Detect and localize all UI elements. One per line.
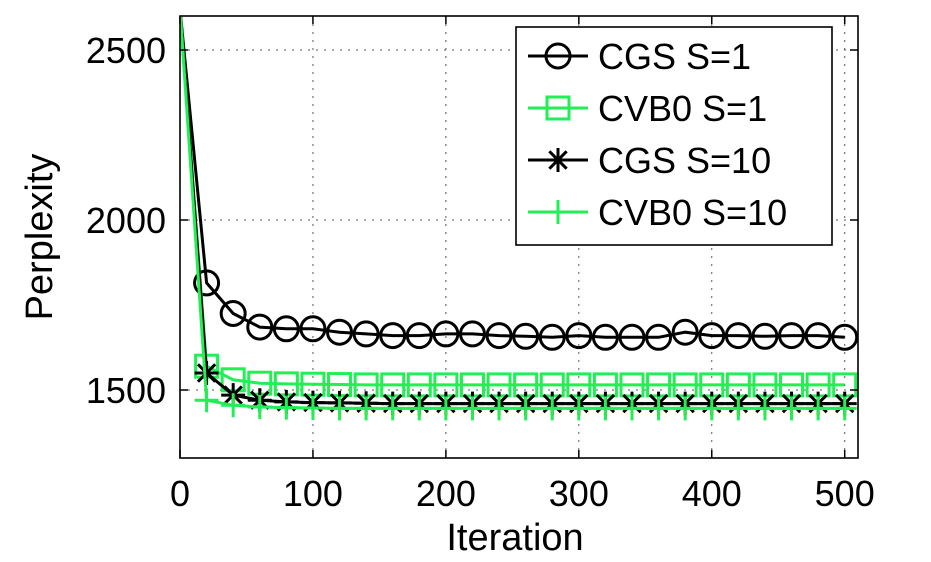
data-point-marker [671, 318, 699, 346]
data-point-marker [831, 323, 858, 351]
data-point-marker [327, 396, 352, 421]
y-tick-label: 2000 [86, 200, 166, 241]
data-point-marker [194, 388, 219, 413]
series-layer [180, 16, 858, 421]
data-point-marker [832, 396, 857, 421]
data-point-marker [593, 396, 618, 421]
data-point-marker [699, 396, 724, 421]
data-point-marker [540, 396, 565, 421]
series-cgs-s-1 [180, 16, 858, 351]
data-point-marker [194, 361, 219, 385]
x-tick-label: 300 [549, 473, 609, 514]
data-point-marker [352, 320, 380, 348]
data-point-marker [247, 395, 272, 419]
data-point-marker [645, 323, 673, 351]
data-point-marker [219, 300, 247, 327]
data-point-marker [458, 320, 486, 348]
legend: CGS S=1 CVB0 S=1 CGS S=10 CVB0 S=10 [515, 26, 833, 246]
data-point-marker [274, 395, 299, 420]
legend-marker [544, 42, 572, 70]
data-point-marker [779, 396, 804, 421]
x-tick-label: 500 [815, 473, 875, 514]
data-point-marker [379, 322, 407, 350]
legend-label: CVB0 S=10 [598, 192, 787, 233]
data-point-marker [433, 396, 458, 421]
legend-label: CGS S=1 [598, 36, 751, 77]
data-point-marker [512, 322, 540, 350]
data-point-marker [193, 269, 221, 297]
data-point-marker [806, 396, 831, 421]
data-point-marker [538, 323, 566, 351]
data-point-marker [752, 396, 777, 421]
data-point-marker [513, 396, 538, 421]
plot-frame [179, 15, 859, 459]
x-tick-label: 100 [283, 473, 343, 514]
data-point-marker [778, 322, 806, 350]
data-point-marker [405, 322, 433, 350]
x-tick-label: 200 [416, 473, 476, 514]
data-point-marker [565, 322, 593, 350]
x-tick-label: 0 [170, 473, 190, 514]
data-point-marker [380, 396, 405, 421]
axis-ticks: 0 100 200 300 400 500 1500 2000 2500 [86, 16, 875, 514]
data-point-marker [698, 322, 726, 350]
legend-label: CVB0 S=1 [598, 88, 767, 129]
y-tick-label: 2500 [86, 30, 166, 71]
x-tick-label: 400 [682, 473, 742, 514]
data-point-marker [326, 318, 354, 346]
series-line [180, 16, 845, 387]
data-point-marker [751, 322, 779, 350]
data-point-marker [272, 315, 300, 343]
series-cvb0-s-10 [180, 16, 857, 421]
data-point-marker [354, 396, 379, 421]
legend-marker [545, 95, 571, 121]
legend-entry: CVB0 S=1 [528, 88, 767, 129]
data-point-marker [724, 322, 752, 350]
y-tick-label: 1500 [86, 370, 166, 411]
data-point-marker [591, 323, 619, 351]
data-point-marker [487, 396, 512, 421]
legend-entry: CGS S=10 [528, 140, 771, 181]
data-point-marker [432, 320, 460, 348]
data-point-marker [566, 396, 591, 421]
data-point-marker [299, 315, 327, 343]
data-point-marker [407, 396, 432, 421]
legend-marker [546, 148, 570, 172]
legend-label: CGS S=10 [598, 140, 771, 181]
legend-entry: CGS S=1 [528, 36, 751, 77]
data-point-marker [620, 396, 644, 421]
data-point-marker [300, 396, 325, 421]
data-point-marker [246, 313, 274, 341]
legend-entry: CVB0 S=10 [528, 192, 787, 233]
data-point-marker [726, 396, 751, 421]
data-point-marker [485, 322, 513, 350]
legend-marker [546, 200, 570, 224]
data-point-marker [221, 393, 246, 418]
data-point-marker [460, 396, 485, 421]
y-axis-label: Perplexity [19, 154, 61, 321]
data-point-marker [673, 396, 698, 421]
data-point-marker [804, 322, 832, 350]
data-point-marker [618, 323, 646, 351]
x-axis-label: Iteration [446, 517, 583, 559]
legend-items: CGS S=1 CVB0 S=1 CGS S=10 CVB0 S=10 [528, 36, 787, 233]
data-point-marker [646, 396, 671, 421]
